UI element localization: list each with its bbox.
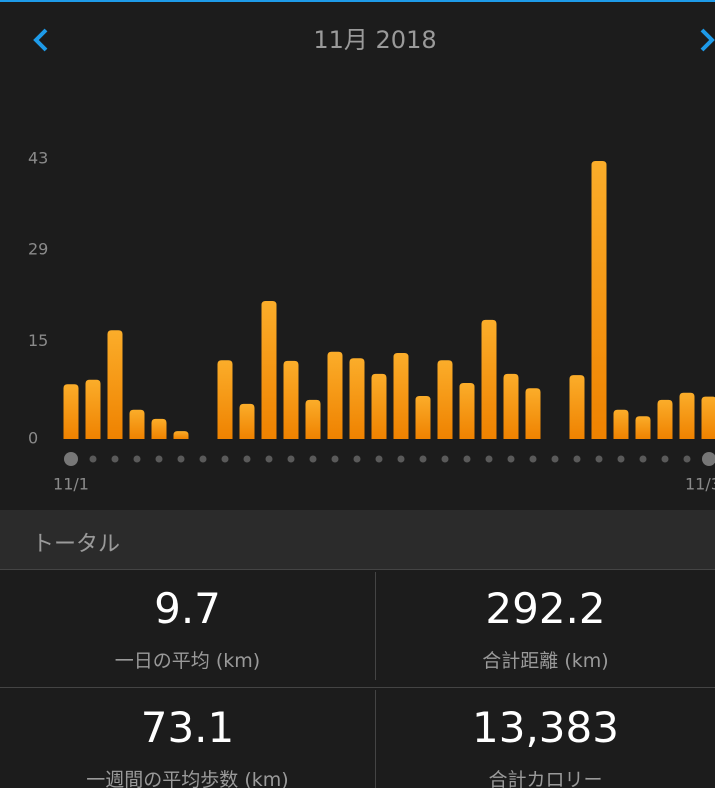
bar bbox=[371, 373, 387, 439]
bar bbox=[129, 409, 145, 439]
day-dot bbox=[595, 455, 603, 463]
bar bbox=[481, 319, 497, 439]
x-tick-label: 11/30 bbox=[685, 475, 715, 494]
bar bbox=[85, 379, 101, 439]
day-dot bbox=[155, 455, 163, 463]
y-tick-label: 43 bbox=[28, 149, 48, 168]
day-dot bbox=[529, 455, 537, 463]
month-title: 11月 2018 bbox=[313, 26, 436, 54]
x-tick-label: 11/1 bbox=[53, 475, 89, 494]
bar bbox=[503, 373, 519, 439]
bar bbox=[261, 300, 277, 439]
bar bbox=[657, 399, 673, 439]
day-dot bbox=[331, 455, 339, 463]
bar bbox=[613, 409, 629, 439]
day-dot bbox=[111, 455, 119, 463]
divider bbox=[375, 572, 376, 680]
bar bbox=[415, 396, 431, 439]
bar bbox=[327, 351, 343, 439]
day-dot bbox=[639, 455, 647, 463]
divider bbox=[0, 687, 715, 688]
bar bbox=[569, 375, 585, 439]
chart: 11月 2018 0 15 29 43 11/1 11/30 bbox=[0, 0, 715, 494]
summary-header: トータル bbox=[0, 510, 715, 570]
y-tick-label: 15 bbox=[28, 331, 48, 350]
day-dot bbox=[397, 455, 405, 463]
bar bbox=[635, 416, 651, 439]
day-dot bbox=[551, 455, 559, 463]
prev-button[interactable] bbox=[33, 28, 48, 52]
day-dot bbox=[64, 452, 78, 466]
day-dot bbox=[133, 455, 141, 463]
y-tick-label: 0 bbox=[28, 429, 38, 448]
day-dot bbox=[485, 455, 493, 463]
bar bbox=[459, 383, 475, 439]
day-dot bbox=[683, 455, 691, 463]
divider bbox=[375, 690, 376, 788]
bar bbox=[305, 399, 321, 439]
bar bbox=[679, 392, 695, 439]
stat-cell: 292.2 合計距離 (km) bbox=[376, 570, 715, 687]
bar bbox=[393, 353, 409, 439]
day-dot bbox=[265, 455, 273, 463]
day-dot bbox=[463, 455, 471, 463]
top-line bbox=[0, 0, 715, 2]
bar bbox=[239, 403, 255, 439]
bar bbox=[591, 160, 607, 439]
stat-label: 一週間の平均歩数 (km) bbox=[86, 769, 289, 788]
stat-value: 13,383 bbox=[472, 703, 619, 752]
summary-title: トータル bbox=[32, 532, 121, 557]
stat-cell: 73.1 一週間の平均歩数 (km) bbox=[0, 689, 375, 788]
bar bbox=[283, 360, 299, 439]
stat-cell: 13,383 合計カロリー bbox=[376, 689, 715, 788]
day-dot bbox=[287, 455, 295, 463]
bar bbox=[151, 418, 167, 439]
bar bbox=[525, 388, 541, 439]
stat-value: 9.7 bbox=[154, 584, 221, 633]
day-dot bbox=[199, 455, 207, 463]
day-dot bbox=[243, 455, 251, 463]
stat-cell: 9.7 一日の平均 (km) bbox=[0, 570, 375, 687]
day-dot bbox=[419, 455, 427, 463]
bar bbox=[701, 396, 715, 439]
stat-label: 一日の平均 (km) bbox=[114, 650, 261, 672]
stat-label: 合計距離 (km) bbox=[482, 650, 609, 672]
next-button[interactable] bbox=[700, 28, 715, 52]
bar bbox=[349, 358, 365, 439]
day-dot bbox=[702, 452, 715, 466]
stat-label: 合計カロリー bbox=[488, 769, 603, 788]
day-dot bbox=[309, 455, 317, 463]
day-dot bbox=[617, 455, 625, 463]
day-dot bbox=[221, 455, 229, 463]
day-dot bbox=[573, 455, 581, 463]
y-tick-label: 29 bbox=[28, 240, 48, 259]
day-dot bbox=[375, 455, 383, 463]
stat-value: 73.1 bbox=[140, 703, 235, 752]
day-dot bbox=[353, 455, 361, 463]
bar bbox=[173, 431, 189, 439]
day-dot bbox=[441, 455, 449, 463]
stat-value: 292.2 bbox=[485, 584, 606, 633]
bar bbox=[437, 360, 453, 439]
bar bbox=[63, 384, 79, 439]
day-dot bbox=[177, 455, 185, 463]
bar bbox=[107, 330, 123, 439]
bar bbox=[217, 360, 233, 439]
day-dot bbox=[507, 455, 515, 463]
day-dot bbox=[89, 455, 97, 463]
day-dot bbox=[661, 455, 669, 463]
